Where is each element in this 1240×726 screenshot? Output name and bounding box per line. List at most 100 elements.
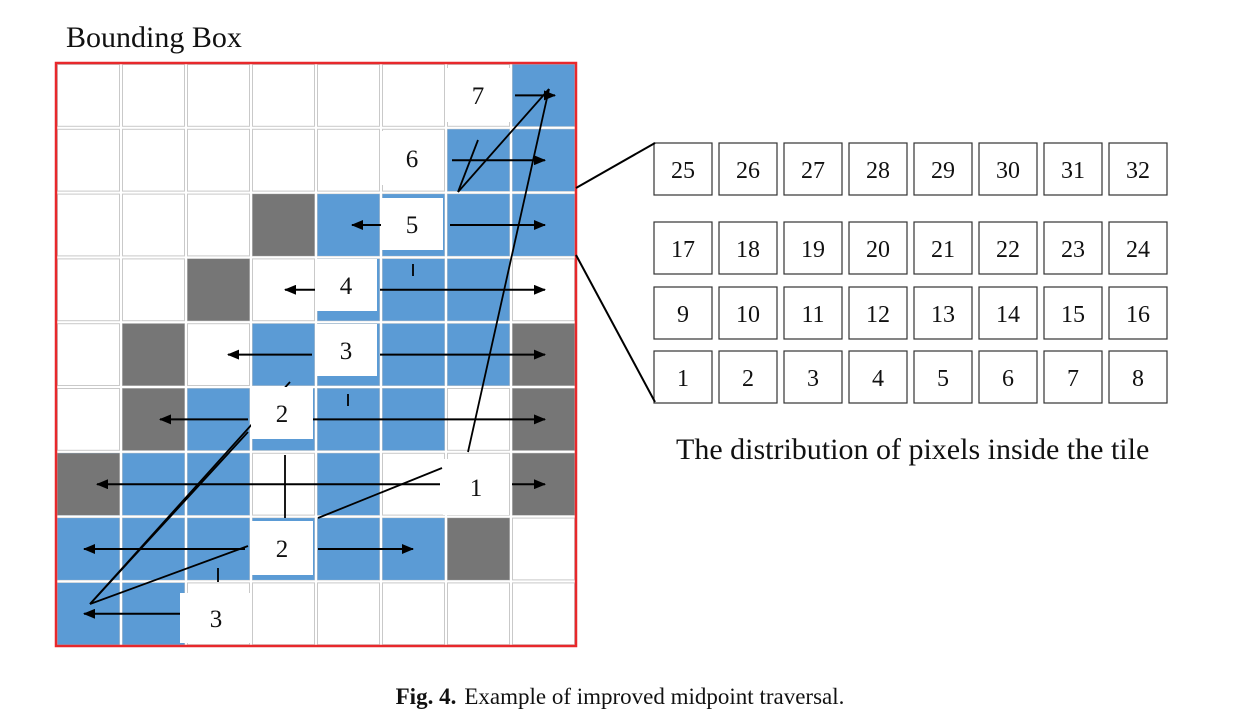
grid-cell [187, 64, 250, 127]
tile-pixel [1108, 221, 1168, 275]
grid-cell [57, 193, 120, 257]
grid-cell [317, 582, 380, 646]
tile-pixel-index: 25 [671, 158, 695, 184]
scan-label-backdrop [443, 459, 509, 515]
scan-label-backdrop [381, 198, 443, 250]
zoom-line-bottom [575, 254, 656, 403]
grid-cell [382, 582, 445, 646]
gray-pixel-cell [122, 323, 185, 386]
tile-pixel [848, 286, 908, 340]
grid-cell [317, 128, 380, 192]
scan-arrows [83, 90, 556, 619]
scan-label-backdrop [315, 324, 377, 376]
scan-label-backdrop [251, 521, 313, 575]
tile-pixel-index: 9 [677, 302, 689, 328]
grid-cell [122, 128, 185, 192]
tile-pixel-index: 31 [1061, 158, 1085, 184]
scan-line-number: 7 [472, 83, 485, 110]
tile-pixel [913, 221, 973, 275]
tile-pixel-index: 16 [1126, 302, 1150, 328]
midpoint-line [457, 139, 479, 193]
grid-cell [122, 258, 185, 322]
tile-pixel [848, 142, 908, 196]
scan-line-number: 1 [470, 475, 483, 502]
scan-label-backdrop [251, 387, 313, 439]
tile-pixel-index: 23 [1061, 237, 1085, 263]
scan-line-number: 6 [406, 146, 419, 173]
tile-pixel-index: 15 [1061, 302, 1085, 328]
tile-pixel [653, 350, 713, 404]
tile-pixel-index: 32 [1126, 158, 1150, 184]
scan-label-backdrop [180, 593, 252, 643]
gray-pixel-cell [447, 518, 510, 580]
grid-cell [512, 582, 575, 646]
midpoint-line [89, 545, 249, 605]
tile-pixel [1108, 350, 1168, 404]
bounding-box-title: Bounding Box [66, 21, 242, 54]
tile-pixel [718, 221, 778, 275]
grid-cell [122, 193, 185, 257]
tile-pixel [1043, 286, 1103, 340]
tile-pixel [1108, 142, 1168, 196]
tile-pixel-index: 11 [801, 302, 824, 328]
scan-label-backdrop [445, 68, 511, 122]
tile-pixel-index: 27 [801, 158, 825, 184]
scan-label-backdrop [315, 259, 377, 311]
tile-pixel-index: 24 [1126, 237, 1150, 263]
scan-line-number: 2 [276, 536, 289, 563]
grid-cell [382, 64, 445, 127]
tile-pixel [783, 142, 843, 196]
tile-pixel-index: 22 [996, 237, 1020, 263]
scan-line-number: 5 [406, 212, 419, 239]
scan-line-number: 3 [340, 338, 353, 365]
grid-cell [252, 64, 315, 127]
tile-pixel [913, 142, 973, 196]
tile-pixel-index: 21 [931, 237, 955, 263]
tile-pixel-index: 8 [1132, 366, 1144, 392]
tile-pixel-index: 13 [931, 302, 955, 328]
gray-pixel-cell [187, 258, 250, 321]
scan-line-number: 4 [340, 273, 353, 300]
tile-pixel [1043, 350, 1103, 404]
tile-pixel-index: 2 [742, 366, 754, 392]
grid-cell [57, 64, 120, 127]
midpoint-line [467, 88, 550, 453]
midpoint-lines [89, 88, 550, 605]
tile-pixel [1043, 221, 1103, 275]
tile-pixel-index: 7 [1067, 366, 1079, 392]
tile-pixel-index: 12 [866, 302, 890, 328]
tile-pixel [653, 221, 713, 275]
tile-pixel [978, 142, 1038, 196]
tile-pixel-index: 6 [1002, 366, 1014, 392]
tile-pixel [718, 142, 778, 196]
tile-pixel-index: 26 [736, 158, 760, 184]
tile-pixel-index: 1 [677, 366, 689, 392]
tile-pixel [1108, 286, 1168, 340]
tile-pixel [653, 286, 713, 340]
grid-cell [57, 258, 120, 322]
tile-pixel-index: 19 [801, 237, 825, 263]
tile-pixel [978, 350, 1038, 404]
grid-cell [252, 128, 315, 192]
scan-label-backdrop [381, 131, 443, 185]
figure-caption-label: Fig. 4. [395, 684, 457, 709]
scan-line-number: 3 [210, 606, 223, 633]
grid-cell [317, 64, 380, 127]
tile-pixel [978, 286, 1038, 340]
tile-pixel [783, 286, 843, 340]
scan-line-labels: 7 6 5 4 3 2 1 2 3 [180, 68, 511, 643]
tile-pixel [1043, 142, 1103, 196]
grid-cell [447, 582, 510, 646]
tile-pixel-index: 4 [872, 366, 884, 392]
tile-pixel [783, 350, 843, 404]
grid-cell [187, 193, 250, 257]
tile-pixel-index: 14 [996, 302, 1020, 328]
tile-pixel [913, 286, 973, 340]
tile-pixel-index: 18 [736, 237, 760, 263]
gray-pixel-cell [252, 194, 315, 256]
tile-pixel [783, 221, 843, 275]
tile-pixel [978, 221, 1038, 275]
